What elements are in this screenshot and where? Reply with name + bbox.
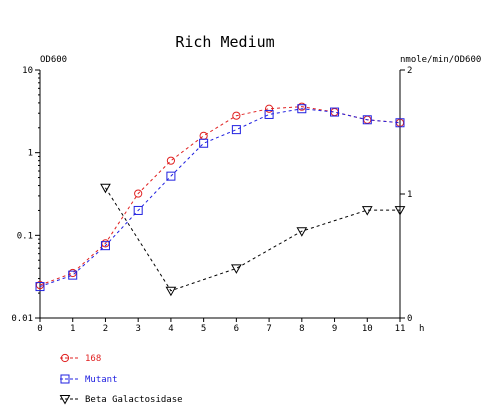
legend-label: 168	[85, 354, 101, 364]
legend-item: 168	[60, 353, 101, 364]
data-point	[264, 109, 274, 119]
right-tick-label: 1	[407, 190, 412, 200]
series-line	[39, 108, 401, 288]
legend-marker	[60, 374, 70, 384]
x-tick-label: 11	[395, 324, 406, 334]
data-point	[394, 206, 406, 216]
legend-label: Mutant	[85, 375, 118, 385]
right-tick-label: 0	[407, 314, 412, 324]
data-point	[100, 241, 110, 251]
data-point	[231, 264, 242, 274]
series-beta-galactosidase	[100, 183, 406, 297]
legend-marker	[59, 395, 71, 405]
data-point	[362, 115, 372, 125]
x-tick-label: 6	[234, 324, 239, 334]
data-point	[134, 189, 143, 198]
x-tick-label: 2	[103, 324, 108, 334]
data-point	[199, 138, 209, 148]
left-tick-label: 0.1	[17, 231, 33, 241]
series-168	[35, 102, 405, 290]
data-point	[297, 104, 307, 114]
data-point	[330, 107, 340, 117]
axes: 0 1 2 3 4 5 6 7 8 9 10 11 0.01 0.1 1 10 0 1 2	[11, 66, 412, 334]
legend-marker	[60, 353, 70, 363]
x-tick-label: 7	[266, 324, 271, 334]
series-line	[105, 187, 400, 292]
series-line	[39, 106, 401, 286]
data-point	[232, 111, 241, 120]
data-point	[296, 227, 308, 237]
left-tick-label: 0.01	[11, 314, 33, 324]
right-tick-label: 2	[407, 66, 412, 76]
data-point	[361, 206, 373, 216]
data-point	[166, 156, 176, 165]
x-tick-label: 10	[362, 324, 373, 334]
x-tick-label: 0	[37, 324, 42, 334]
data-point	[100, 183, 111, 194]
left-axis-label: OD600	[40, 55, 67, 65]
data-point	[395, 118, 405, 128]
data-point	[264, 104, 274, 113]
data-point	[68, 270, 78, 280]
legend: 168 Mutant Beta Galactosidase	[59, 353, 183, 405]
x-tick-label: 5	[201, 324, 206, 334]
chart-title: Rich Medium	[175, 33, 274, 51]
left-tick-label: 1	[28, 149, 33, 159]
data-point	[166, 171, 176, 181]
data-point	[199, 131, 208, 140]
right-axis-label: nmole/min/OD600	[400, 55, 481, 65]
data-point	[133, 205, 143, 215]
data-point	[165, 286, 177, 297]
legend-label: Beta Galactosidase	[85, 395, 183, 405]
series-mutant	[35, 104, 405, 292]
series-layer	[35, 102, 406, 297]
data-point	[35, 282, 45, 292]
x-tick-label: 8	[299, 324, 304, 334]
data-point	[231, 125, 241, 135]
left-tick-label: 10	[22, 66, 33, 76]
x-tick-label: 1	[70, 324, 75, 334]
legend-item: Beta Galactosidase	[59, 395, 183, 405]
x-axis-label: h	[419, 324, 424, 334]
legend-item: Mutant	[60, 374, 118, 385]
x-tick-label: 3	[135, 324, 140, 334]
x-tick-label: 4	[168, 324, 173, 334]
x-tick-label: 9	[332, 324, 337, 334]
